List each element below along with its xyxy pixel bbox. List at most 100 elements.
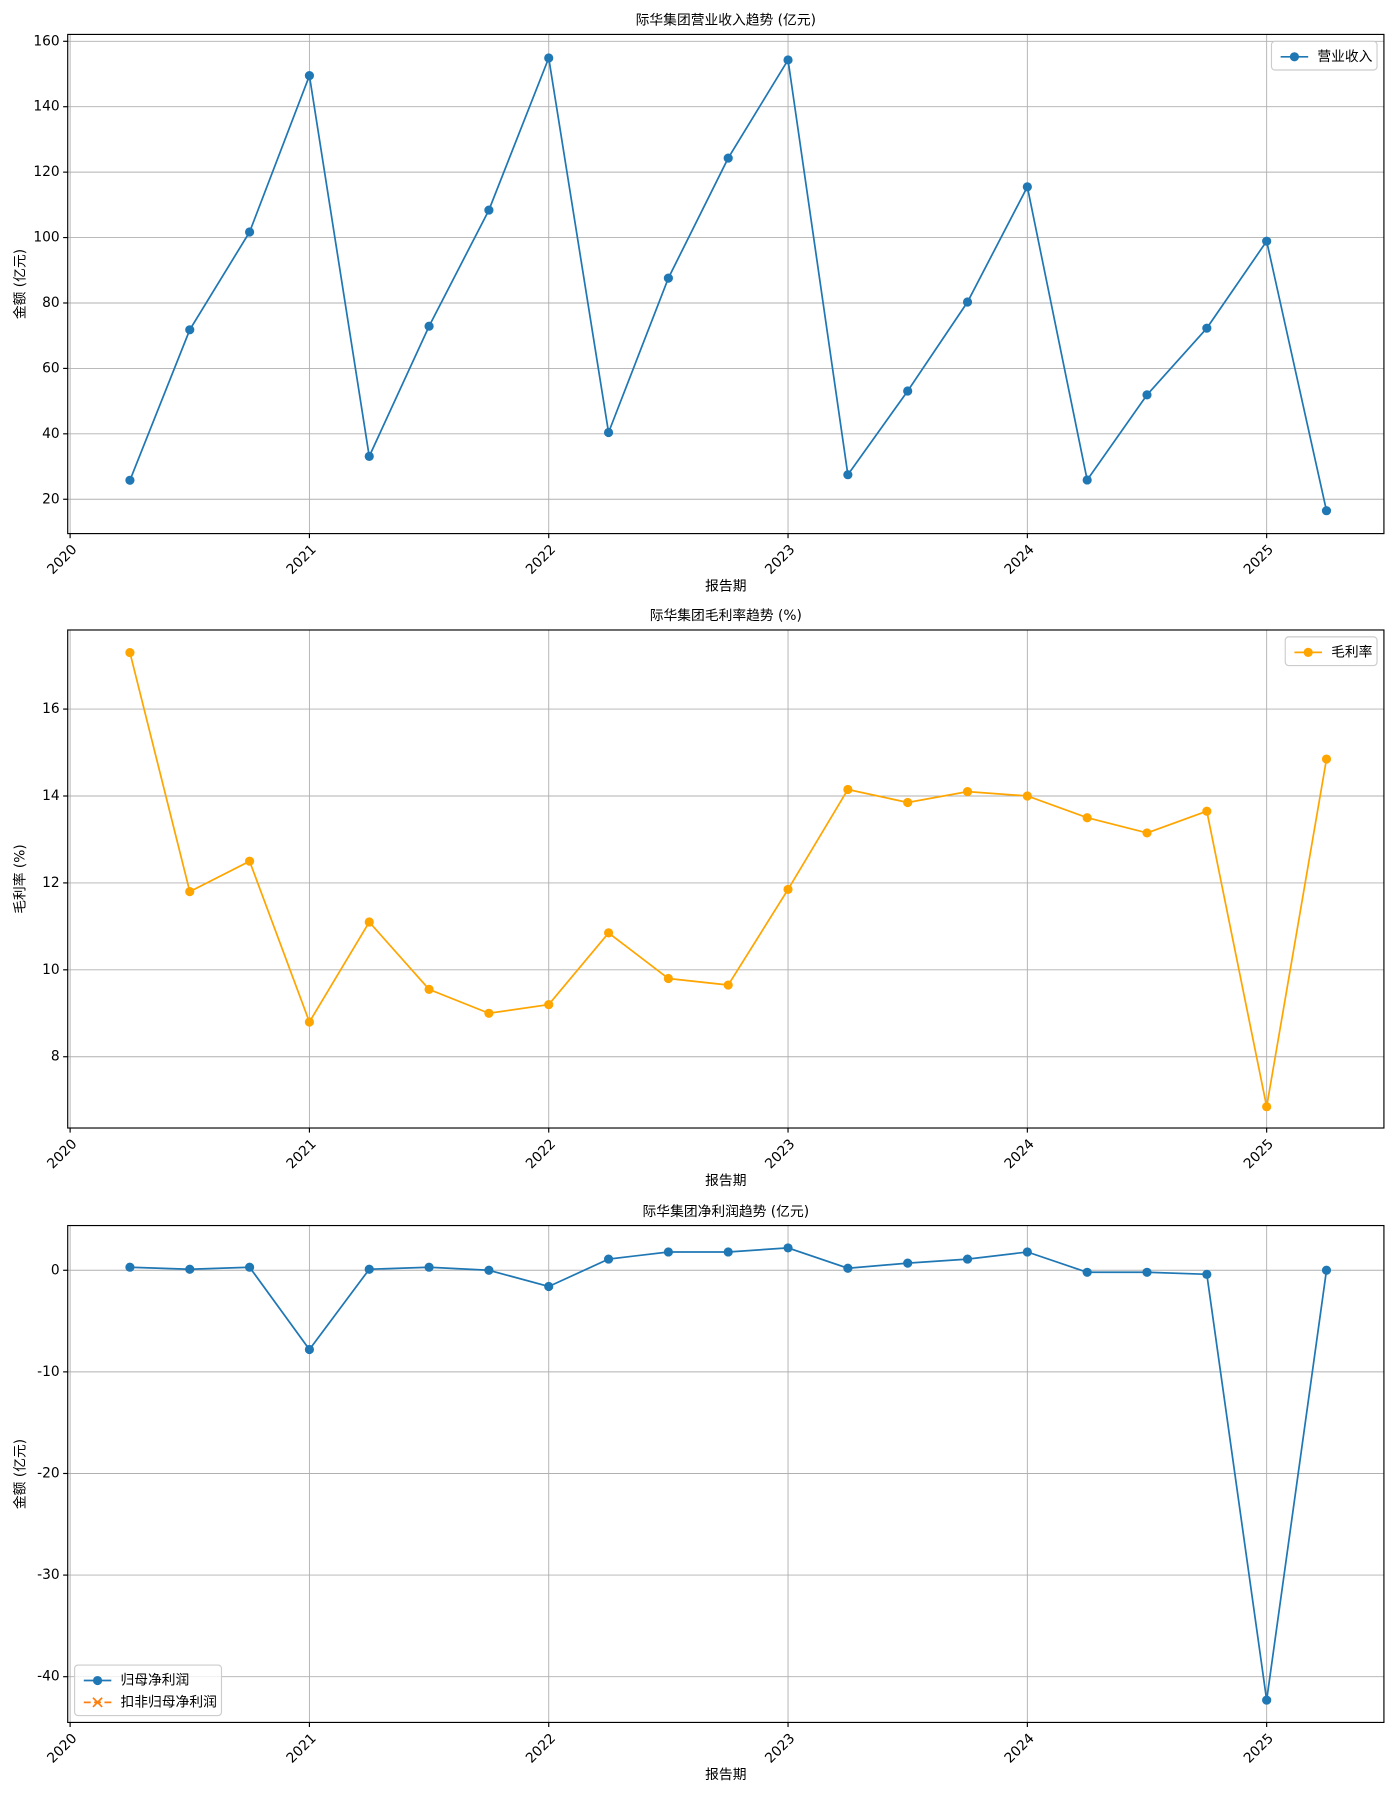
marker	[185, 325, 195, 335]
marker	[723, 980, 733, 990]
marker	[424, 321, 434, 331]
y-tick-label: 8	[51, 1049, 60, 1065]
x-tick-label: 2024	[1002, 1136, 1038, 1172]
y-axis-label: 金额 (亿元)	[13, 249, 29, 319]
marker	[92, 1697, 103, 1708]
y-tick-label: -30	[37, 1567, 59, 1583]
marker	[962, 1254, 973, 1264]
x-tick-label: 2020	[44, 542, 80, 578]
y-tick-label: 12	[42, 875, 60, 891]
plot-frame	[67, 629, 1385, 1129]
marker	[1022, 791, 1032, 801]
marker	[843, 784, 853, 795]
marker	[1303, 647, 1313, 657]
marker	[1142, 1267, 1152, 1277]
marker	[245, 856, 255, 866]
y-tick-label: 120	[33, 164, 59, 180]
x-tick-label: 2025	[1241, 542, 1277, 578]
marker	[245, 1262, 255, 1272]
x-tick-label: 2021	[284, 1731, 320, 1767]
y-tick-label: -20	[37, 1465, 59, 1481]
marker	[1082, 1267, 1092, 1277]
marker	[903, 797, 913, 808]
marker	[1022, 1247, 1032, 1257]
marker	[304, 71, 315, 81]
marker	[1082, 475, 1092, 485]
plot-frame	[67, 33, 1385, 535]
y-axis-label: 毛利率 (%)	[12, 844, 29, 914]
marker	[364, 917, 374, 927]
y-tick-label: 40	[42, 426, 60, 442]
marker	[1202, 1269, 1212, 1279]
x-tick-label: 2021	[284, 1136, 320, 1172]
x-axis-label: 报告期	[705, 1173, 746, 1189]
marker	[185, 1264, 195, 1274]
marker	[1202, 806, 1212, 816]
marker	[1142, 390, 1152, 400]
marker	[1321, 1265, 1332, 1275]
marker	[783, 884, 793, 895]
chart-title: 际华集团净利润趋势 (亿元)	[643, 1204, 810, 1220]
marker	[1262, 1102, 1272, 1112]
x-tick-label: 2025	[1241, 1731, 1277, 1767]
marker	[424, 984, 434, 994]
y-tick-label: 140	[33, 99, 59, 115]
y-tick-label: 100	[33, 230, 59, 246]
x-tick-label: 2024	[1002, 542, 1038, 578]
marker	[364, 451, 374, 461]
marker	[484, 1265, 494, 1275]
chart-title: 际华集团毛利率趋势 (%)	[650, 607, 802, 624]
marker	[1142, 828, 1152, 838]
marker	[1022, 182, 1032, 192]
marker	[663, 973, 673, 984]
marker	[304, 1017, 315, 1027]
y-tick-label: 80	[42, 295, 60, 311]
marker	[962, 297, 973, 307]
x-tick-label: 2022	[523, 1136, 559, 1172]
marker	[1289, 52, 1300, 62]
x-tick-label: 2025	[1241, 1136, 1277, 1172]
marker	[484, 1008, 494, 1018]
marker	[843, 1263, 853, 1273]
x-axis-label: 报告期	[705, 578, 746, 594]
marker	[603, 1254, 614, 1264]
marker	[364, 1264, 374, 1274]
legend-label: 营业收入	[1317, 49, 1372, 65]
marker	[424, 1262, 434, 1272]
marker	[603, 928, 614, 938]
y-tick-label: 14	[42, 788, 60, 804]
marker	[125, 1262, 135, 1272]
marker	[783, 55, 793, 65]
marker	[663, 273, 673, 283]
chart-title: 际华集团营业收入趋势 (亿元)	[636, 13, 816, 29]
x-tick-label: 2022	[523, 542, 559, 578]
marker	[663, 1247, 673, 1257]
x-tick-label: 2023	[762, 542, 798, 578]
chart: 际华集团营业收入趋势 (亿元) 报告期 金额 (亿元) 2020 2021 2022 202…	[13, 13, 1385, 594]
marker	[903, 1258, 913, 1268]
marker	[185, 887, 195, 897]
x-tick-label: 2021	[284, 542, 320, 578]
marker	[544, 53, 554, 63]
marker	[723, 153, 733, 163]
marker	[962, 787, 973, 797]
marker-x	[92, 1697, 103, 1708]
x-tick-label: 2024	[1002, 1731, 1038, 1767]
marker	[484, 205, 494, 215]
marker	[843, 470, 853, 480]
x-tick-label: 2020	[44, 1136, 80, 1172]
marker	[723, 1247, 733, 1257]
legend-label: 毛利率	[1331, 643, 1373, 660]
y-tick-label: 16	[42, 701, 60, 717]
marker	[603, 427, 614, 438]
y-tick-label: 0	[51, 1262, 60, 1278]
marker	[544, 1281, 554, 1292]
y-tick-label: -40	[37, 1669, 59, 1685]
marker	[1202, 323, 1212, 333]
x-axis-label: 报告期	[705, 1767, 746, 1783]
y-tick-label: 60	[42, 360, 60, 376]
y-tick-label: 10	[42, 962, 60, 978]
marker	[1321, 506, 1332, 516]
legend: 毛利率	[1284, 636, 1378, 667]
